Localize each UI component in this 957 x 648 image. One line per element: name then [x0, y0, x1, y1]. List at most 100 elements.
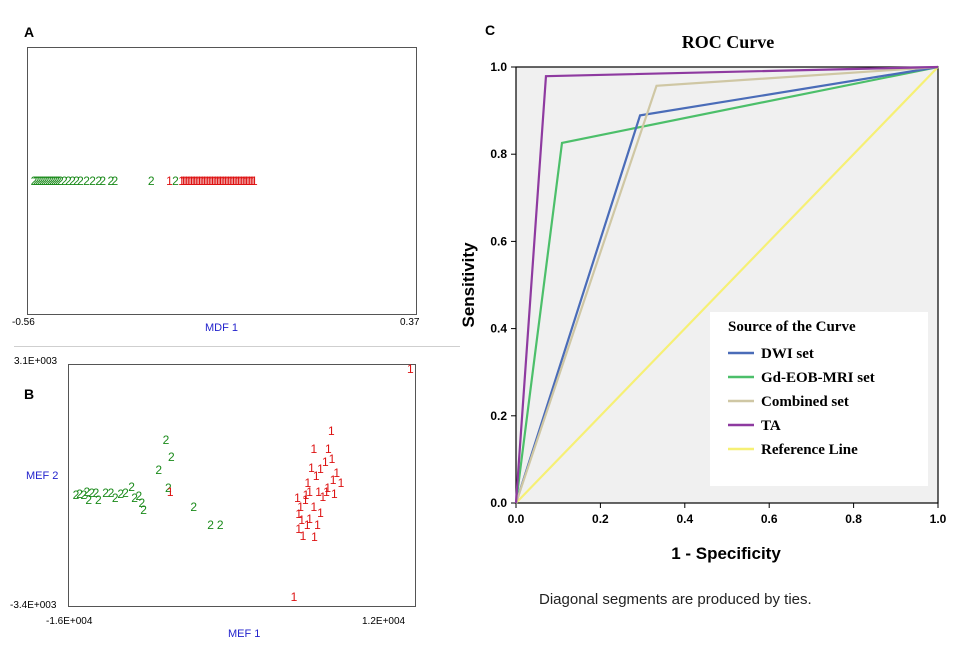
mef-point-group-2: 2 [138, 495, 146, 510]
mef-point-group-1: 1 [324, 441, 332, 456]
score-point-group-2: 2 [95, 174, 103, 188]
score-point-group-1: 1 [179, 174, 187, 188]
score-point-group-1: 1 [241, 174, 248, 188]
panel-b-ymin-label: -3.4E+003 [10, 600, 57, 611]
mef-point-group-1: 1 [310, 500, 318, 515]
roc-series-dwi-set [514, 65, 939, 504]
mef-point-group-2: 2 [155, 463, 163, 478]
score-point-group-1: 1 [223, 174, 231, 188]
mef-point-group-1: 1 [302, 488, 310, 503]
mef-point-group-1: 1 [295, 507, 303, 522]
score-point-group-1: 1 [189, 174, 197, 188]
score-point-group-1: 1 [204, 174, 211, 188]
mef-point-group-1: 1 [317, 505, 324, 520]
score-point-group-2: 2 [46, 174, 54, 188]
mef-point-group-1: 1 [319, 489, 327, 504]
roc-y-tick-label: 0.0 [490, 496, 507, 510]
score-point-group-1: 1 [200, 174, 208, 188]
mef-point-group-1: 1 [298, 512, 306, 527]
mef-point-group-2: 2 [117, 487, 125, 502]
score-point-group-1: 1 [186, 174, 194, 188]
score-point-group-2: 2 [40, 174, 48, 188]
mef-point-group-1: 1 [315, 484, 322, 499]
legend-item-label: Gd-EOB-MRI set [761, 370, 875, 386]
mef-point-group-1: 1 [323, 484, 330, 499]
mef-point-group-1: 1 [331, 486, 338, 501]
roc-y-tick-label: 0.2 [490, 409, 507, 423]
panel-b-x-axis-title: MEF 1 [228, 628, 261, 640]
mef-point-group-1: 1 [327, 423, 335, 438]
score-point-group-2: 2 [54, 174, 62, 188]
score-point-group-2: 2 [36, 174, 44, 188]
mef-point-group-2: 2 [80, 488, 88, 503]
score-point-group-1: 1 [194, 174, 202, 188]
roc-x-tick-label: 0.4 [676, 512, 693, 526]
score-point-group-1: 1 [208, 174, 216, 188]
panel-label-c: C [485, 22, 496, 38]
score-point-group-2: 2 [89, 174, 96, 188]
panel-b-xmin-label: -1.6E+004 [46, 616, 93, 627]
score-point-group-1: 1 [187, 174, 195, 188]
mef-point-group-2: 2 [111, 491, 119, 506]
mef-point-group-1: 1 [407, 362, 414, 376]
mef-point-group-1: 1 [166, 484, 174, 499]
score-point-group-2: 2 [172, 174, 179, 188]
roc-y-tick-label: 0.4 [490, 322, 507, 336]
score-point-group-1: 1 [251, 174, 258, 188]
score-point-group-2: 2 [111, 174, 119, 188]
score-point-group-1: 1 [244, 174, 252, 188]
score-point-group-1: 1 [192, 174, 200, 188]
mef-point-group-2: 2 [131, 491, 138, 506]
mef-point-group-1: 1 [310, 441, 318, 456]
roc-series-reference-line [515, 66, 939, 504]
roc-series-gd-eob-mri-set [514, 65, 939, 504]
score-point-group-1: 1 [197, 174, 205, 188]
score-point-group-1: 1 [191, 174, 198, 188]
mef-point-group-1: 1 [312, 468, 320, 483]
roc-title: ROC Curve [682, 32, 775, 52]
score-point-group-2: 2 [42, 174, 50, 188]
score-point-group-1: 1 [184, 174, 192, 188]
mef-point-group-1: 1 [297, 499, 304, 514]
mef-point-group-1: 1 [290, 589, 298, 604]
mef-point-group-2: 2 [165, 481, 172, 496]
roc-x-tick-label: 0.0 [508, 512, 525, 526]
mef-point-group-1: 1 [304, 475, 312, 490]
score-point-group-1: 1 [234, 174, 242, 188]
score-point-group-2: 2 [61, 174, 68, 188]
score-point-group-1: 1 [205, 174, 213, 188]
panel-a-xmax-label: 0.37 [400, 317, 420, 328]
score-point-group-1: 1 [229, 174, 237, 188]
mef-point-group-2: 2 [135, 488, 143, 503]
score-point-group-2: 2 [147, 174, 155, 188]
score-point-group-1: 1 [233, 174, 240, 188]
legend-title: Source of the Curve [728, 319, 856, 335]
score-point-group-1: 1 [242, 174, 250, 188]
score-point-group-1: 1 [247, 174, 255, 188]
mef-point-group-1: 1 [295, 522, 303, 537]
mef-point-group-1: 1 [333, 465, 341, 480]
score-point-group-1: 1 [199, 174, 206, 188]
score-point-group-1: 1 [231, 174, 239, 188]
roc-x-tick-label: 0.6 [761, 512, 778, 526]
mef-point-group-2: 2 [83, 484, 91, 499]
score-point-group-2: 2 [73, 174, 80, 188]
legend-item-label: Reference Line [761, 442, 858, 458]
roc-y-tick-label: 0.8 [490, 147, 507, 161]
mef-point-group-1: 1 [308, 460, 315, 475]
score-point-group-1: 1 [220, 174, 227, 188]
mef-point-group-1: 1 [302, 492, 309, 507]
panel-b-xmax-label: 1.2E+004 [362, 616, 406, 627]
score-point-group-1: 1 [225, 174, 232, 188]
mef-point-group-2: 2 [216, 517, 224, 532]
score-point-group-1: 1 [238, 174, 245, 188]
mef-point-group-1: 1 [321, 454, 329, 469]
mef-point-group-1: 1 [329, 473, 337, 488]
panel-a-x-axis-title: MDF 1 [205, 322, 238, 334]
score-point-group-2: 2 [77, 174, 84, 188]
mef-point-group-2: 2 [190, 500, 198, 515]
mef-point-group-2: 2 [85, 492, 93, 507]
roc-series-combined-set [514, 65, 939, 504]
mef-point-group-1: 1 [328, 452, 336, 467]
